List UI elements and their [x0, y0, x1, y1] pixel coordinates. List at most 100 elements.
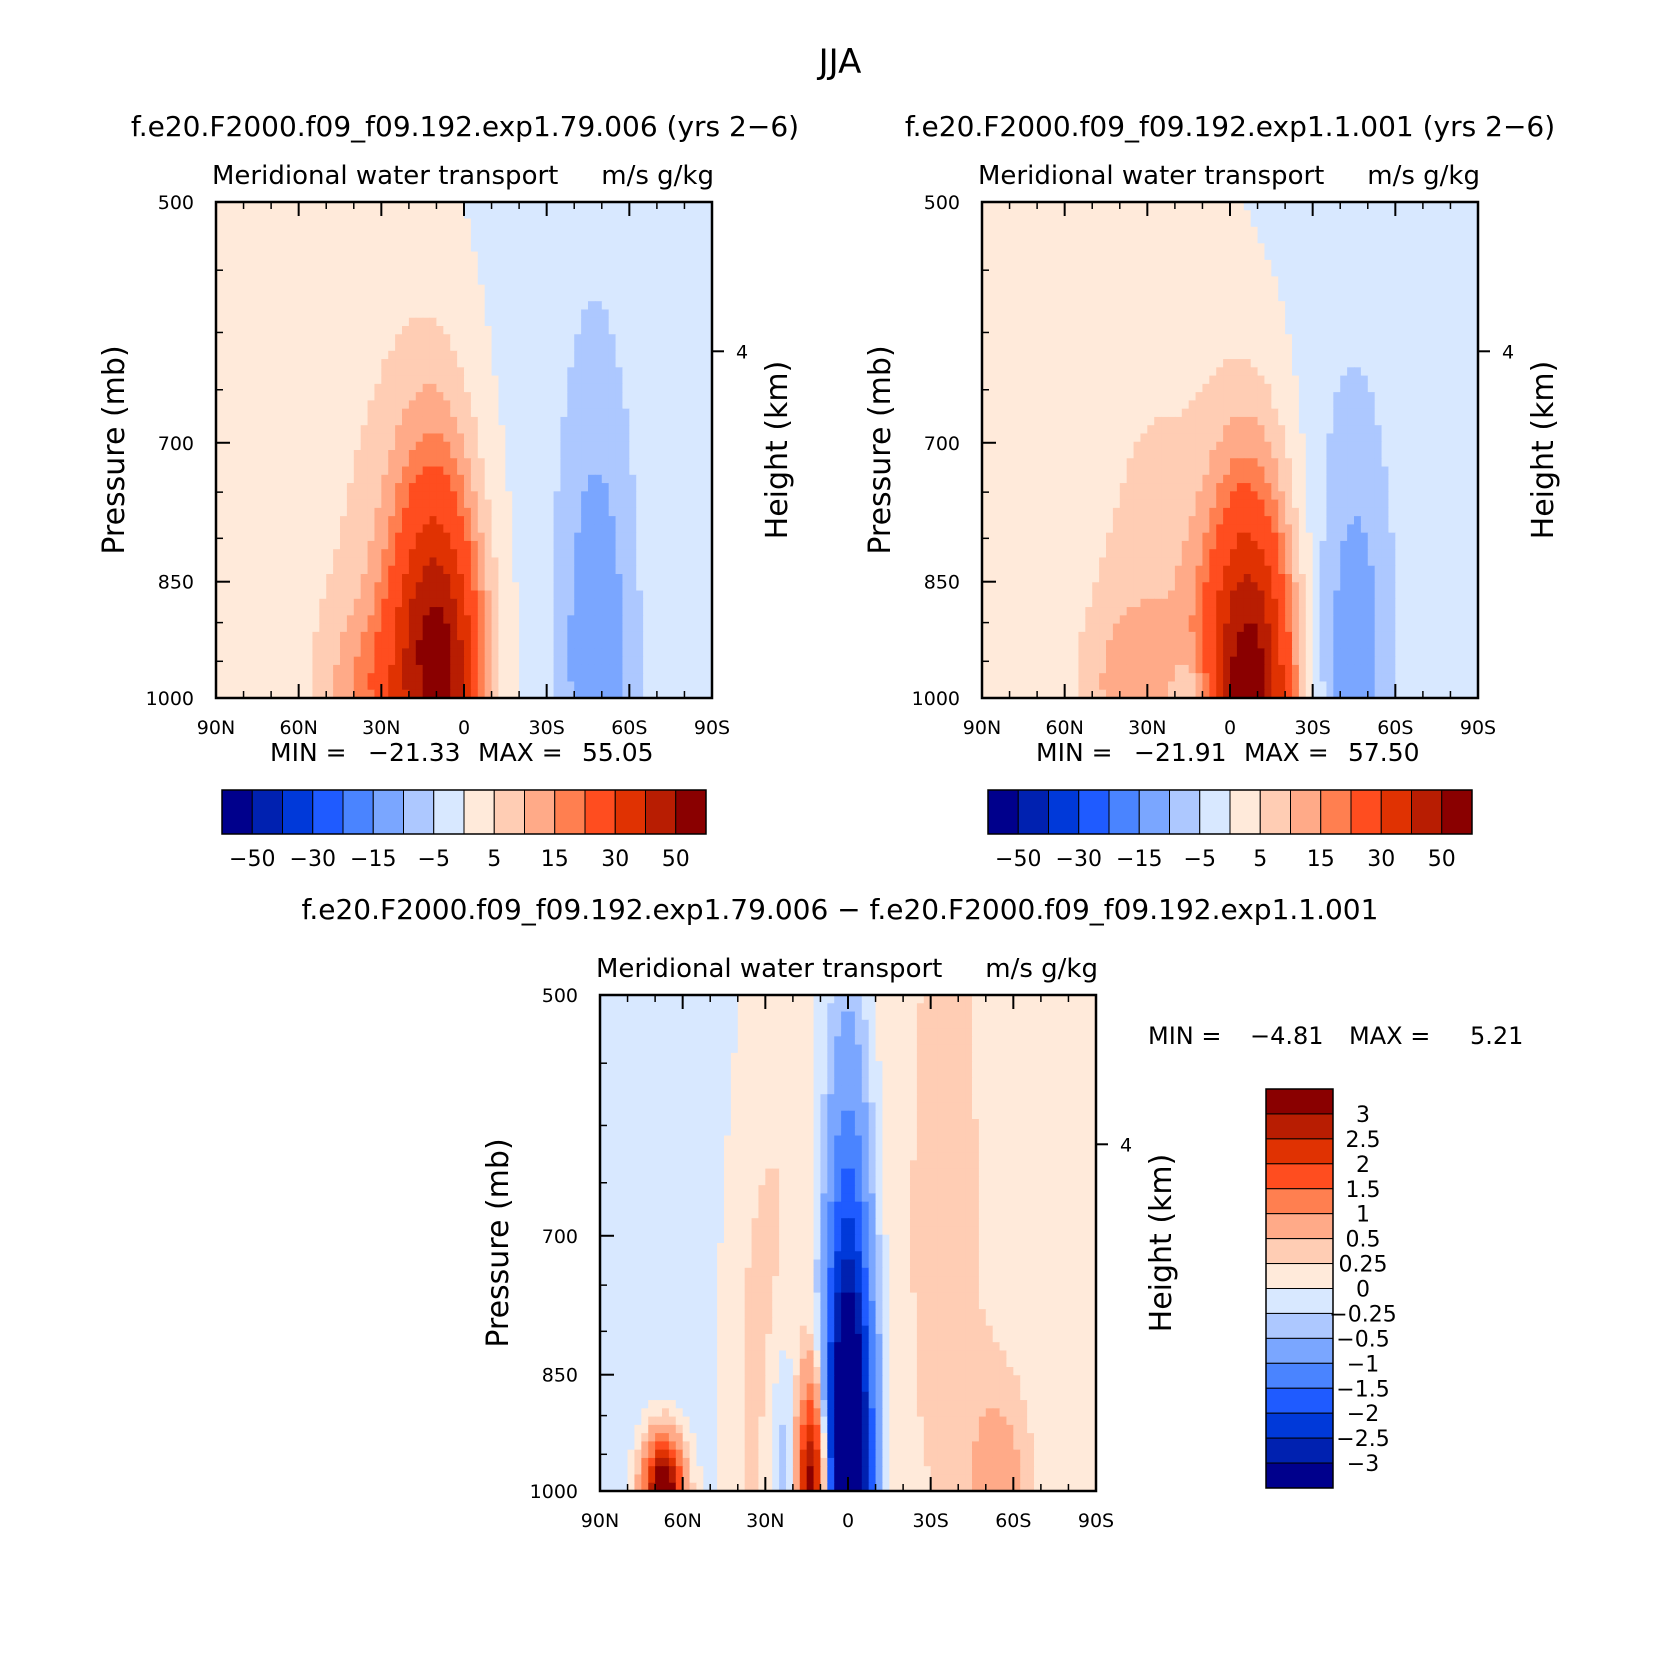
colorbar-swatch: [1048, 789, 1080, 835]
x-tick-label: 60N: [279, 717, 317, 739]
colorbar-swatch: [1265, 1088, 1334, 1115]
colorbar-label: 15: [1307, 847, 1335, 872]
colorbar-label: −0.5: [1336, 1327, 1389, 1352]
colorbar-swatch: [1017, 789, 1049, 835]
y-tick-label: 850: [542, 1365, 578, 1387]
colorbar-swatch: [1265, 1213, 1334, 1240]
colorbar-swatch: [1265, 1238, 1334, 1265]
subtitle-left: Meridional water transport: [978, 161, 1324, 191]
chart-panel-3: Meridional water transport m/s g/kg 500 700…: [481, 954, 1523, 1532]
colorbar-swatch: [1265, 1437, 1334, 1464]
max-value: 55.05: [582, 738, 654, 767]
colorbar-swatch: [524, 789, 556, 835]
colorbar-swatch: [1199, 789, 1231, 835]
x-tick-label: 30S: [529, 717, 565, 739]
min-value: −21.91: [1134, 738, 1227, 767]
chart-panel-2: f.e20.F2000.f09_f09.192.exp1.1.001 (yrs …: [863, 110, 1561, 872]
subtitle-right: m/s g/kg: [601, 161, 714, 191]
colorbar-swatch: [1290, 789, 1322, 835]
min-value: −21.33: [368, 738, 461, 767]
colorbar-label: −3: [1347, 1452, 1379, 1477]
colorbar-swatch: [463, 789, 495, 835]
colorbar-swatch: [1265, 1337, 1334, 1364]
y-tick-label: 500: [542, 985, 578, 1007]
x-tick-label: 60S: [1377, 717, 1413, 739]
colorbar-label: 30: [1367, 847, 1395, 872]
colorbar-label: 2.5: [1346, 1128, 1381, 1153]
colorbar-label: 5: [487, 847, 501, 872]
x-tick-label: 60S: [995, 1510, 1031, 1532]
subtitle-right: m/s g/kg: [1367, 161, 1480, 191]
colorbar-label: 3: [1356, 1103, 1370, 1128]
colorbar-swatch: [1265, 1113, 1334, 1140]
y-tick-label: 1000: [530, 1481, 578, 1503]
colorbar-swatch: [1441, 789, 1473, 835]
colorbar-label: 30: [601, 847, 629, 872]
panel-title: f.e20.F2000.f09_f09.192.exp1.1.001 (yrs …: [905, 110, 1555, 143]
x-tick-label: 0: [1224, 717, 1236, 739]
colorbar-swatch: [1350, 789, 1382, 835]
y-tick-label: 850: [158, 572, 194, 594]
colorbar-label: 0: [1356, 1278, 1370, 1303]
min-label: MIN =: [270, 738, 347, 767]
colorbar-label: −5: [1184, 847, 1216, 872]
y-right-tick-label: 4: [1502, 341, 1514, 363]
colorbar-swatch: [675, 789, 707, 835]
x-tick-label: 60N: [663, 1510, 701, 1532]
colorbar-swatch: [1265, 1387, 1334, 1414]
colorbar-label: −1.5: [1336, 1377, 1389, 1402]
max-label: MAX =: [478, 738, 563, 767]
colorbar-label: −1: [1347, 1352, 1379, 1377]
x-tick-label: 90N: [581, 1510, 619, 1532]
colorbar-swatch: [1265, 1288, 1334, 1314]
colorbar-label: 1: [1356, 1203, 1370, 1228]
y-right-axis-label: Height (km): [760, 361, 795, 540]
subtitle-right: m/s g/kg: [985, 954, 1098, 984]
colorbar-label: −2: [1347, 1402, 1379, 1427]
colorbar-label: −2.5: [1336, 1427, 1389, 1452]
max-label: MAX =: [1244, 738, 1329, 767]
colorbar-label: 15: [541, 847, 569, 872]
colorbar-label: −15: [1116, 847, 1162, 872]
y-tick-label: 1000: [912, 688, 960, 710]
y-right-axis-label: Height (km): [1526, 361, 1561, 540]
x-tick-label: 90S: [1460, 717, 1496, 739]
colorbar-swatch: [1265, 1462, 1334, 1489]
y-tick-label: 500: [924, 192, 960, 214]
x-tick-label: 30N: [746, 1510, 784, 1532]
max-label: MAX =: [1349, 1022, 1430, 1050]
colorbar-swatch: [1265, 1412, 1334, 1439]
colorbar-swatch: [1259, 789, 1291, 835]
colorbar-swatch: [987, 789, 1019, 835]
colorbar-swatch: [1108, 789, 1140, 835]
y-tick-label: 850: [924, 572, 960, 594]
colorbar-swatch: [1265, 1362, 1334, 1389]
max-value: 5.21: [1470, 1022, 1523, 1050]
subtitle-left: Meridional water transport: [212, 161, 558, 191]
y-right-tick-label: 4: [736, 341, 748, 363]
difference-title: f.e20.F2000.f09_f09.192.exp1.79.006 − f.…: [302, 893, 1379, 926]
colorbar: −50 −30 −15 −5 5 15 30 50: [221, 789, 707, 872]
colorbar-label: 5: [1253, 847, 1267, 872]
y-tick-label: 1000: [146, 688, 194, 710]
chart-panel-1: f.e20.F2000.f09_f09.192.exp1.79.006 (yrs…: [97, 110, 799, 872]
colorbar-swatch: [1138, 789, 1170, 835]
x-tick-label: 60S: [611, 717, 647, 739]
colorbar-swatch: [645, 789, 677, 835]
y-right-axis-label: Height (km): [1144, 1154, 1179, 1333]
y-right-tick-label: 4: [1120, 1134, 1132, 1156]
colorbar-swatch: [312, 789, 344, 835]
x-tick-label: 30N: [362, 717, 400, 739]
colorbar-swatch: [1265, 1138, 1334, 1165]
x-tick-label: 90S: [1078, 1510, 1114, 1532]
colorbar: 32.521.510.50.250−0.25−0.5−1−1.5−2−2.5−3: [1265, 1088, 1397, 1489]
min-label: MIN =: [1036, 738, 1113, 767]
colorbar-swatch: [1265, 1163, 1334, 1190]
colorbar-label: −50: [995, 847, 1041, 872]
colorbar-swatch: [614, 789, 646, 835]
min-value: −4.81: [1250, 1022, 1324, 1050]
y-tick-label: 700: [924, 433, 960, 455]
colorbar-label: −0.25: [1329, 1302, 1396, 1327]
colorbar-swatch: [403, 789, 435, 835]
